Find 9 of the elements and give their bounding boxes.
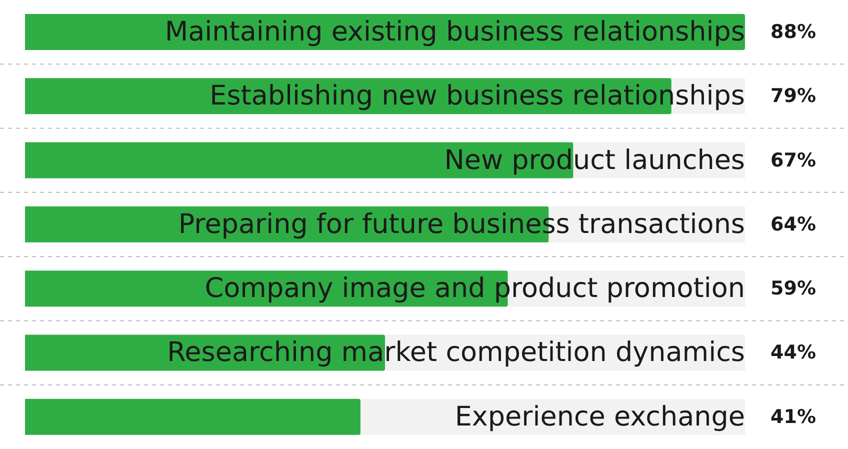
y-tick-label: Experience exchange (454, 401, 745, 432)
data-label: 88% (770, 21, 816, 43)
data-label: 44% (770, 342, 816, 364)
data-label: 67% (770, 149, 816, 172)
data-label: 64% (770, 213, 816, 236)
data-label: 79% (770, 85, 816, 108)
data-label: 41% (770, 406, 816, 428)
data-label: 59% (770, 278, 816, 300)
y-tick-label: Maintaining existing business relationships (164, 16, 745, 48)
